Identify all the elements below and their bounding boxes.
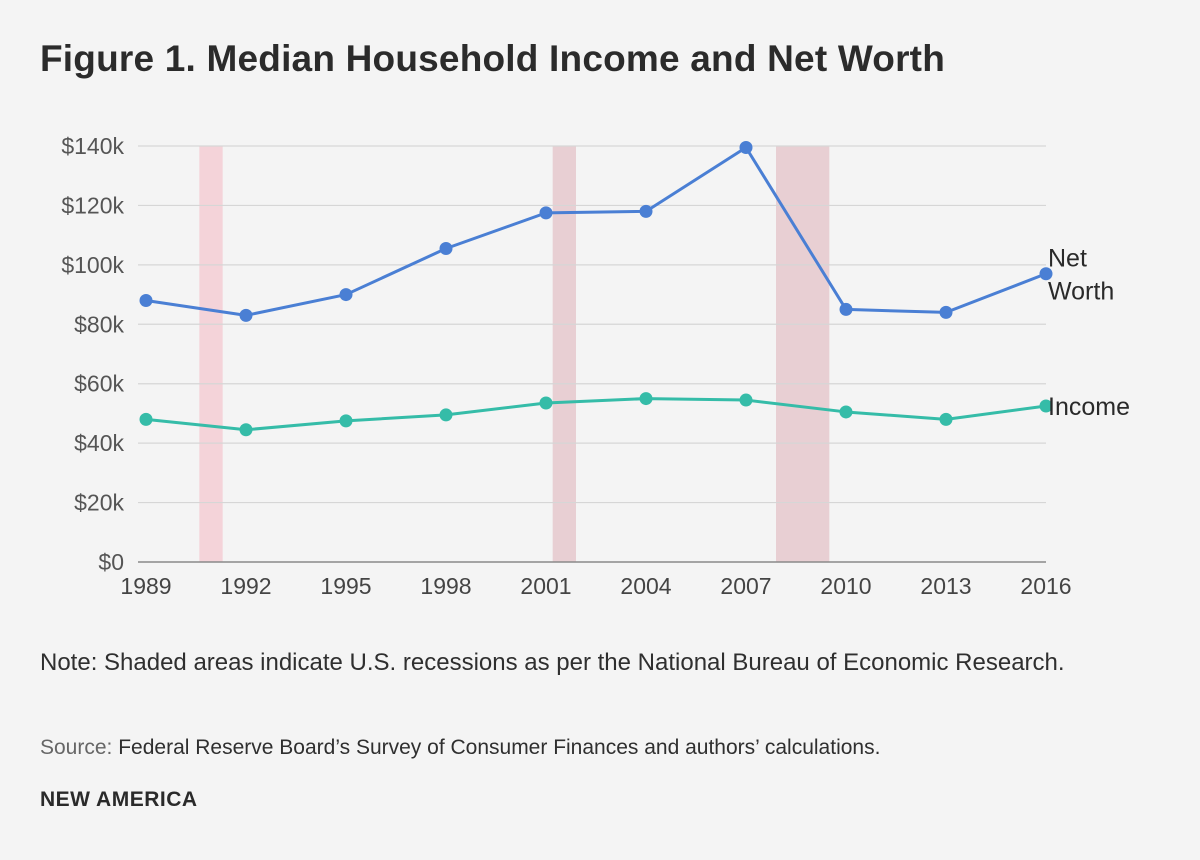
series-lines bbox=[139, 140, 1053, 437]
income-point bbox=[839, 405, 853, 419]
y-tick-label: $80k bbox=[74, 311, 124, 337]
line-chart: $0$20k$40k$60k$80k$100k$120k$140k 1989 19… bbox=[61, 133, 1130, 599]
x-tick-label: 1998 bbox=[420, 573, 471, 599]
net-worth-point bbox=[639, 204, 653, 218]
income-point bbox=[339, 414, 353, 428]
brand-logo-text: NEW AMERICA bbox=[40, 788, 198, 811]
income-line bbox=[145, 397, 1047, 432]
net-worth-point bbox=[739, 140, 753, 154]
income-point bbox=[139, 412, 153, 426]
y-tick-label: $40k bbox=[74, 430, 124, 456]
y-tick-label: $120k bbox=[61, 192, 124, 218]
net-worth-label: Worth bbox=[1048, 277, 1114, 305]
income-point bbox=[739, 393, 753, 407]
x-tick-label: 2013 bbox=[920, 573, 971, 599]
net-worth-label: Net bbox=[1048, 244, 1087, 272]
y-axis-ticks: $0 $20k $40k $60k $80k $100k $120k $140k bbox=[61, 133, 124, 575]
x-axis-ticks: 1989 1992 1995 1998 2001 2004 2007 2010 2013 2016 bbox=[120, 573, 1071, 599]
net-worth-point bbox=[339, 288, 353, 302]
source-label: Source: bbox=[40, 736, 113, 759]
recession-band bbox=[552, 146, 576, 562]
x-tick-label: 1992 bbox=[220, 573, 271, 599]
chart-note: Note: Shaded areas indicate U.S. recessi… bbox=[40, 649, 1065, 676]
x-tick-label: 2010 bbox=[820, 573, 871, 599]
x-tick-label: 2007 bbox=[720, 573, 771, 599]
net-worth-point bbox=[1039, 267, 1053, 281]
net-worth-line bbox=[145, 145, 1047, 317]
income-point bbox=[939, 412, 953, 426]
gridlines bbox=[138, 145, 1046, 563]
x-tick-label: 2016 bbox=[1020, 573, 1071, 599]
income-point bbox=[539, 396, 553, 410]
x-tick-label: 1989 bbox=[120, 573, 171, 599]
income-point bbox=[439, 408, 453, 422]
series-labels: Net Worth Income bbox=[1048, 244, 1130, 421]
recession-bands bbox=[199, 146, 830, 562]
y-tick-label: $0 bbox=[98, 549, 124, 575]
y-tick-label: $20k bbox=[74, 490, 124, 516]
recession-band bbox=[199, 146, 223, 562]
x-tick-label: 2001 bbox=[520, 573, 571, 599]
net-worth-point bbox=[939, 305, 953, 319]
net-worth-point bbox=[139, 294, 153, 308]
net-worth-point bbox=[439, 242, 453, 256]
net-worth-point bbox=[839, 302, 853, 316]
income-label: Income bbox=[1048, 393, 1130, 421]
y-tick-label: $60k bbox=[74, 371, 124, 397]
y-tick-label: $100k bbox=[61, 252, 124, 278]
income-point bbox=[639, 392, 653, 406]
x-tick-label: 1995 bbox=[320, 573, 371, 599]
chart-source: Source: Federal Reserve Board’s Survey o… bbox=[40, 736, 880, 760]
net-worth-point bbox=[239, 308, 253, 322]
income-point bbox=[239, 423, 253, 437]
net-worth-point bbox=[539, 206, 553, 220]
y-tick-label: $140k bbox=[61, 133, 124, 159]
source-text: Federal Reserve Board’s Survey of Consum… bbox=[118, 736, 881, 759]
chart-title: Figure 1. Median Household Income and Ne… bbox=[40, 38, 946, 79]
x-tick-label: 2004 bbox=[620, 573, 671, 599]
recession-band bbox=[776, 146, 830, 562]
income-point bbox=[1039, 399, 1053, 413]
